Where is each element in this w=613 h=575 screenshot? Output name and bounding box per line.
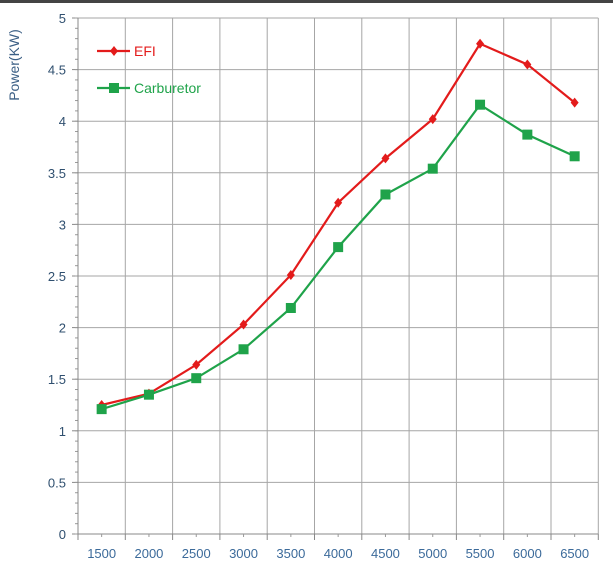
- legend-label-efi: EFI: [134, 43, 156, 59]
- y-tick-label: 5: [59, 11, 66, 26]
- data-point-carburetor: [96, 404, 107, 415]
- legend-label-carburetor: Carburetor: [134, 80, 201, 96]
- data-point-efi: [476, 38, 485, 49]
- x-tick-label: 6000: [513, 546, 542, 561]
- y-axis-label: Power(KW): [6, 29, 22, 101]
- data-point-carburetor: [285, 302, 296, 313]
- data-point-efi: [570, 97, 579, 108]
- legend-marker-carburetor: [109, 83, 119, 93]
- data-point-carburetor: [475, 99, 486, 110]
- x-tick-label: 1500: [87, 546, 116, 561]
- y-tick-label: 1.5: [48, 372, 66, 387]
- y-tick-label: 2.5: [48, 269, 66, 284]
- y-tick-label: 4.5: [48, 63, 66, 78]
- data-point-carburetor: [191, 373, 202, 384]
- data-point-carburetor: [238, 344, 249, 355]
- window-top-border: [0, 0, 613, 3]
- legend: EFI Carburetor: [97, 43, 201, 96]
- x-tick-label: 4000: [324, 546, 353, 561]
- data-point-efi: [192, 359, 201, 370]
- data-point-efi: [428, 114, 437, 125]
- x-tick-label: 2000: [134, 546, 163, 561]
- data-point-efi: [334, 197, 343, 208]
- data-point-carburetor: [380, 189, 391, 200]
- x-tick-label: 3500: [276, 546, 305, 561]
- y-tick-label: 0: [59, 527, 66, 542]
- y-tick-label: 4: [59, 114, 66, 129]
- gridlines: [77, 17, 599, 535]
- data-point-carburetor: [143, 389, 154, 400]
- axes: 0 0.5 1 1.5 2 2.5 3 3.5 4 4.5 5 1500 2000 2500 3000 350…: [48, 11, 599, 561]
- y-tick-label: 0.5: [48, 475, 66, 490]
- data-point-carburetor: [569, 151, 580, 162]
- x-tick-label: 5000: [418, 546, 447, 561]
- y-tick-label: 3.5: [48, 166, 66, 181]
- x-tick-label: 5500: [466, 546, 495, 561]
- y-tick-label: 1: [59, 424, 66, 439]
- data-point-carburetor: [427, 163, 438, 174]
- y-tick-label: 3: [59, 217, 66, 232]
- x-tick-label: 2500: [182, 546, 211, 561]
- data-point-efi: [239, 319, 248, 330]
- legend-marker-efi: [110, 46, 118, 56]
- data-point-efi: [286, 269, 295, 280]
- data-point-carburetor: [522, 129, 533, 140]
- series-layer: [96, 38, 580, 415]
- data-point-carburetor: [333, 242, 344, 253]
- x-tick-label: 6500: [560, 546, 589, 561]
- x-tick-label: 3000: [229, 546, 258, 561]
- data-point-efi: [523, 59, 532, 70]
- y-tick-label: 2: [59, 321, 66, 336]
- data-point-efi: [381, 153, 390, 164]
- x-tick-label: 4500: [371, 546, 400, 561]
